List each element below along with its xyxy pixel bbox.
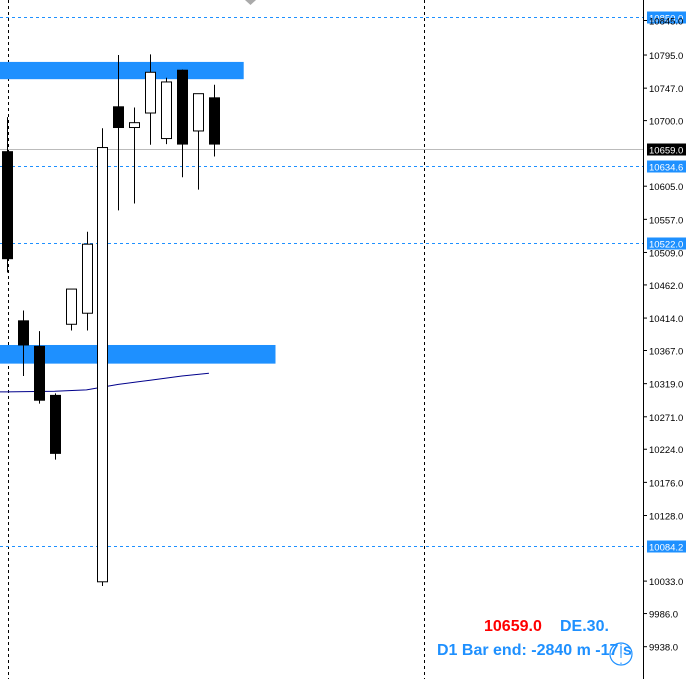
axis-tick-label: 9986.0: [649, 610, 678, 621]
axis-tick-label: 10414.0: [649, 314, 683, 325]
bid-label-bg: [647, 143, 686, 156]
axis-tick-label: 9938.0: [649, 643, 678, 654]
level-label: 10850.0: [649, 14, 683, 25]
bar-end-timer: D1 Bar end: -2840 m -17 s: [437, 642, 632, 659]
axis-tick-label: 10700.0: [649, 117, 683, 128]
candle-body-bull: [145, 71, 156, 114]
level-label-bg: [647, 160, 686, 173]
zone-rect: [0, 344, 276, 364]
axis-tick-label: 10176.0: [649, 478, 683, 489]
candle-body-bear: [34, 345, 45, 401]
axis-tick-label: 10271.0: [649, 413, 683, 424]
candle-body-bull: [82, 243, 93, 314]
axis-tick-label: 10795.0: [649, 51, 683, 62]
shift-marker[interactable]: [245, 0, 256, 5]
chart-shift-marker-icon: [245, 0, 256, 5]
candle-body-bear: [209, 97, 220, 145]
current-price-readout: 10659.0: [484, 618, 542, 635]
level-label-bg: [647, 11, 686, 24]
candle-body-bear: [18, 320, 29, 346]
candle-body-bull: [129, 122, 140, 129]
candle-body-bear: [177, 69, 188, 145]
candle-body-bull: [193, 93, 204, 132]
period-separators: [8, 0, 425, 679]
axis-tick-label: 10509.0: [649, 248, 683, 259]
supply-demand-zones: [0, 61, 276, 364]
candlesticks: [2, 54, 220, 586]
clock-icon: [609, 642, 633, 666]
bid-price-label: 10659.0: [649, 146, 683, 157]
candle-body-bull: [161, 81, 172, 140]
level-label-bg: [647, 540, 686, 553]
level-label: 10634.6: [649, 163, 683, 174]
candle-body-bear: [2, 151, 13, 260]
symbol-readout: DE.30.: [560, 618, 609, 635]
axis-tick-label: 10319.0: [649, 380, 683, 391]
axis-tick-label: 10845.0: [649, 17, 683, 28]
level-label-bg: [647, 237, 686, 250]
axis-tick-label: 10224.0: [649, 445, 683, 456]
axis-tick-label: 10128.0: [649, 512, 683, 523]
zone-rect: [0, 61, 244, 80]
axis-tick-label: 10033.0: [649, 577, 683, 588]
candle-body-bull: [97, 147, 108, 583]
candle-body-bear: [113, 106, 124, 129]
level-label: 10522.0: [649, 240, 683, 251]
axis-tick-label: 10605.0: [649, 182, 683, 193]
axis-tick-label: 10557.0: [649, 215, 683, 226]
axis-tick-label: 10462.0: [649, 281, 683, 292]
axis-tick-label: 10747.0: [649, 84, 683, 95]
candle-body-bull: [66, 288, 77, 325]
level-label: 10084.2: [649, 543, 683, 554]
price-axis: 10850.0 10634.6 10522.0 10084.2 10845.0 10795…: [643, 0, 686, 679]
candle-body-bear: [50, 394, 61, 454]
horizontal-level-lines: [0, 17, 643, 547]
axis-tick-label: 10367.0: [649, 347, 683, 358]
